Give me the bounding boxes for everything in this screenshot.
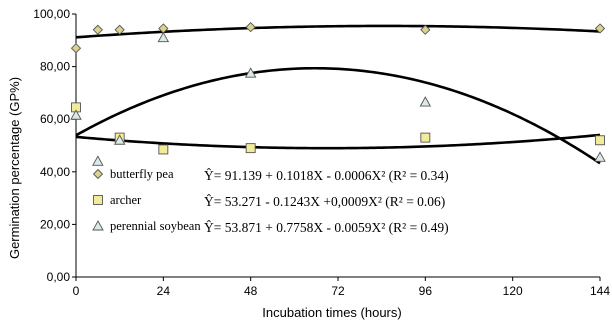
y-tick-label: 0,00: [47, 270, 71, 284]
data-point-perennial-soybean: [157, 31, 170, 43]
legend-label: archer: [110, 193, 142, 207]
equation-archer: Ŷ= 53.271 - 0.1243X +0,0009X² (R² = 0.06…: [204, 194, 445, 209]
legend-marker-archer: [93, 195, 103, 205]
y-tick-label: 80,00: [40, 60, 70, 74]
legend-marker-butterfly-pea: [92, 168, 104, 180]
data-point-butterfly-pea: [245, 22, 256, 33]
y-tick-label: 100,00: [33, 7, 70, 21]
data-point-perennial-soybean: [70, 109, 82, 120]
y-tick-label: 40,00: [40, 165, 70, 179]
data-point-perennial-soybean: [113, 134, 126, 145]
data-point-archer: [245, 143, 256, 154]
legend-label: butterfly pea: [110, 167, 174, 181]
fit-curve-perennial-soybean: [75, 66, 601, 165]
x-tick-label: 96: [419, 284, 433, 298]
legend-label: perennial soybean: [110, 219, 201, 233]
legend-marker-perennial-soybean: [92, 220, 104, 231]
data-point-perennial-soybean: [419, 96, 432, 107]
x-tick-label: 0: [73, 284, 80, 298]
x-tick-label: 144: [590, 284, 610, 298]
regression-equations: Ŷ= 91.139 + 0.1018X - 0.0006X² (R² = 0.3…: [204, 168, 449, 235]
y-tick-label: 60,00: [40, 112, 70, 126]
fit-curve-archer: [75, 133, 601, 150]
data-point-perennial-soybean: [92, 155, 104, 166]
fit-curves: [75, 24, 601, 165]
fit-curve-butterfly-pea: [75, 24, 601, 39]
data-point-butterfly-pea: [92, 24, 103, 35]
data-point-butterfly-pea: [420, 24, 431, 35]
data-point-perennial-soybean: [244, 67, 257, 78]
x-tick-label: 120: [503, 284, 523, 298]
data-point-archer: [158, 144, 169, 155]
data-point-butterfly-pea: [594, 23, 606, 34]
y-axis-label: Germination percentage (GP%): [7, 77, 22, 259]
x-tick-label: 24: [157, 284, 171, 298]
data-point-archer: [595, 135, 605, 146]
equation-butterfly-pea: Ŷ= 91.139 + 0.1018X - 0.0006X² (R² = 0.3…: [204, 168, 449, 183]
y-tick-label: 20,00: [40, 217, 70, 231]
equation-perennial-soybean: Ŷ= 53.871 + 0.7758X - 0.0059X² (R² = 0.4…: [204, 220, 449, 235]
data-points: [70, 22, 606, 166]
data-point-perennial-soybean: [594, 151, 606, 162]
data-point-butterfly-pea: [114, 24, 125, 35]
x-axis-label: Incubation times (hours): [262, 305, 401, 320]
data-point-archer: [420, 132, 431, 143]
legend: butterfly pea archer perennial soybean: [92, 167, 201, 233]
x-tick-label: 48: [244, 284, 258, 298]
x-tick-label: 72: [331, 284, 345, 298]
tick-labels: 0,00 20,00 40,00 60,00 80,00 100,00 0 24 48 72 96 1…: [33, 7, 610, 298]
data-point-butterfly-pea: [70, 43, 82, 54]
